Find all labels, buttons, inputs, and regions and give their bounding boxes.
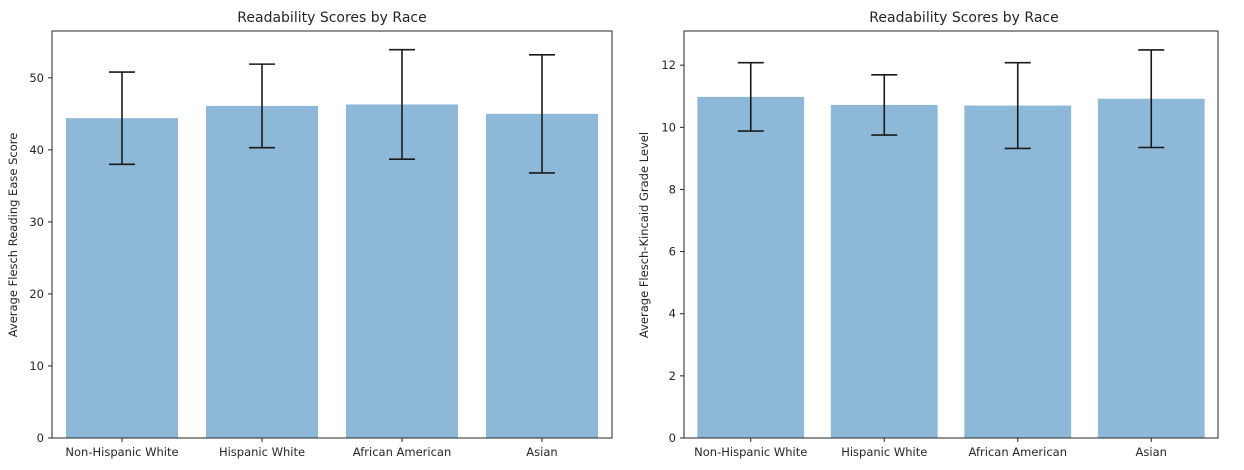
bar <box>1097 98 1205 439</box>
y-tick-label: 8 <box>669 182 676 196</box>
y-tick-label: 40 <box>29 143 44 157</box>
y-axis-label: Average Flesch-Kincaid Grade Level <box>637 132 651 338</box>
x-tick-label: Non-Hispanic White <box>65 445 178 459</box>
y-tick-label: 30 <box>29 215 44 229</box>
bar <box>206 105 318 439</box>
plot-area: Non-Hispanic White Hispanic White African … <box>661 30 1219 459</box>
x-tick-label: Asian <box>1136 445 1167 459</box>
y-tick-label: 0 <box>669 431 676 445</box>
x-tick-label: Hispanic White <box>841 445 927 459</box>
y-tick-label: 10 <box>29 359 44 373</box>
y-tick-label: 2 <box>669 369 676 383</box>
y-tick-label: 20 <box>29 287 44 301</box>
bar <box>66 118 178 438</box>
x-tick-label: Non-Hispanic White <box>694 445 807 459</box>
y-tick-label: 4 <box>669 307 676 321</box>
bar <box>964 105 1072 439</box>
axes-frame <box>683 30 1219 439</box>
x-tick-label: African American <box>353 445 451 459</box>
x-tick-label: Asian <box>526 445 557 459</box>
y-tick-label: 10 <box>661 120 676 134</box>
bar <box>697 96 805 438</box>
axes-frame <box>51 30 613 439</box>
y-tick-label: 6 <box>669 245 676 259</box>
chart-title: Readability Scores by Race <box>869 10 1058 26</box>
y-tick-label: 50 <box>29 71 44 85</box>
plot-area: Non-Hispanic White Hispanic White African … <box>29 30 613 459</box>
x-tick-label: Hispanic White <box>219 445 305 459</box>
chart-title: Readability Scores by Race <box>237 10 426 26</box>
chart-grade-level: Readability Scores by Race Average Flesc… <box>637 10 1219 459</box>
bar <box>830 104 938 438</box>
chart-reading-ease: Readability Scores by Race Average Flesc… <box>6 10 613 459</box>
y-tick-label: 0 <box>37 431 44 445</box>
bar <box>346 104 458 438</box>
y-axis-label: Average Flesch Reading Ease Score <box>6 133 20 338</box>
x-tick-label: African American <box>969 445 1067 459</box>
y-tick-label: 12 <box>661 58 676 72</box>
